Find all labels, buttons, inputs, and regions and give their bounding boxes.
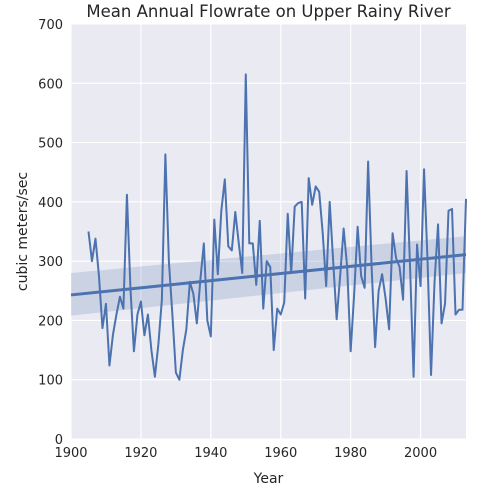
x-tick-label: 1900 xyxy=(54,446,87,461)
y-tick-label: 600 xyxy=(38,77,63,92)
y-tick-label: 0 xyxy=(55,433,63,448)
x-tick-label: 1960 xyxy=(264,446,297,461)
y-tick-label: 500 xyxy=(38,137,63,152)
y-axis-label: cubic meters/sec xyxy=(15,172,31,291)
y-tick-label: 700 xyxy=(38,18,63,33)
flowrate-series-line xyxy=(87,73,467,381)
regression-line xyxy=(70,253,467,297)
grid-lines xyxy=(70,23,466,440)
chart-title: Mean Annual Flowrate on Upper Rainy Rive… xyxy=(86,2,450,21)
x-tick-label: 1980 xyxy=(334,446,367,461)
x-axis-label: Year xyxy=(253,471,284,487)
y-tick-label: 200 xyxy=(38,314,63,329)
y-tick-label: 400 xyxy=(38,196,63,211)
y-axis-tick-labels: 0 100 200 300 400 500 600 700 xyxy=(38,18,63,448)
y-tick-label: 300 xyxy=(38,255,63,270)
x-axis-tick-labels: 1900 1920 1940 1960 1980 2000 xyxy=(54,446,437,461)
x-tick-label: 2000 xyxy=(404,446,437,461)
y-tick-label: 100 xyxy=(38,374,63,389)
x-tick-label: 1940 xyxy=(194,446,227,461)
x-tick-label: 1920 xyxy=(124,446,157,461)
plot-area xyxy=(71,24,466,439)
